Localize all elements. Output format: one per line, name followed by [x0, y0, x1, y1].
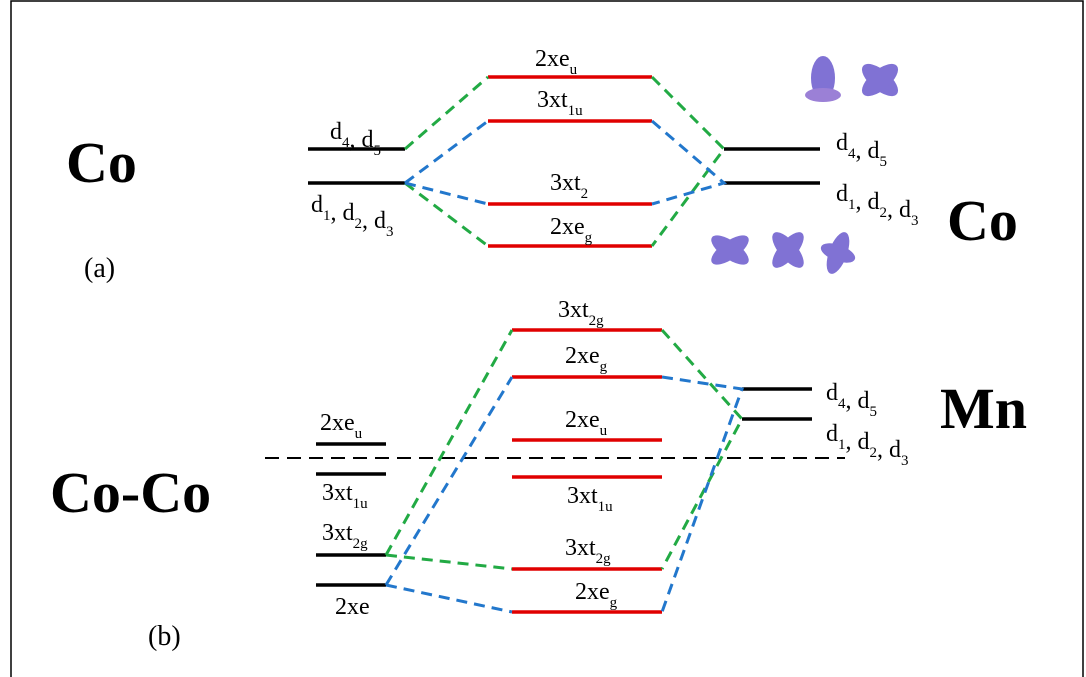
label-text: , d: [331, 200, 355, 226]
label-subscript: 5: [880, 154, 888, 170]
label-subscript: 2: [355, 216, 363, 232]
level-label: d4, d5: [836, 130, 887, 170]
label-text: , d: [887, 197, 911, 223]
orbital-icons: [707, 56, 903, 277]
label-subscript: 1u: [568, 103, 584, 119]
level-label: d1, d2, d3: [836, 181, 919, 229]
connector: [386, 377, 742, 612]
label-text: 3xt: [537, 87, 568, 113]
label-text: d: [836, 181, 848, 207]
label-subscript: 2: [870, 445, 878, 461]
label-subscript: 2g: [596, 551, 612, 567]
label-text: 3xt: [558, 297, 589, 323]
label-subscript: 5: [374, 143, 382, 159]
label-text: , d: [856, 138, 880, 164]
level-label: 2xeg: [565, 343, 608, 375]
label-text: 2xe: [565, 407, 600, 433]
label-subscript: 1: [838, 437, 846, 453]
element-label: (b): [148, 621, 181, 652]
label-text: d: [330, 119, 342, 145]
label-subscript: 2: [581, 186, 589, 202]
label-text: 2xe: [550, 214, 585, 240]
element-label: Co: [947, 188, 1018, 253]
label-subscript: g: [585, 230, 593, 246]
label-subscript: 1: [323, 208, 331, 224]
level-label: 2xeg: [550, 214, 593, 246]
label-text: d: [836, 130, 848, 156]
element-label: (a): [84, 253, 115, 284]
level-label: 2xe: [335, 594, 370, 620]
level-label: d1, d2, d3: [826, 421, 909, 469]
label-text: , d: [846, 388, 870, 414]
element-label: Co-Co: [50, 460, 211, 525]
label-subscript: 1u: [353, 496, 369, 512]
label-text: 3xt: [565, 535, 596, 561]
level-label: 2xeu: [535, 46, 578, 78]
label-subscript: 2g: [589, 313, 605, 329]
label-text: d: [826, 421, 838, 447]
label-subscript: 3: [911, 213, 919, 229]
level-label: 3xt1u: [322, 480, 368, 512]
label-text: , d: [877, 437, 901, 463]
level-label: 3xt1u: [567, 483, 613, 515]
label-subscript: 1: [848, 197, 856, 213]
label-text: 2xe: [320, 410, 355, 436]
connector: [386, 330, 742, 569]
level-label: 2xeu: [320, 410, 363, 442]
level-label: d1, d2, d3: [311, 192, 394, 240]
element-label: Co: [66, 130, 137, 195]
level-label: 3xt2g: [322, 520, 368, 552]
level-label: 2xeg: [575, 579, 618, 611]
label-text: 3xt: [322, 520, 353, 546]
label-subscript: g: [600, 359, 608, 375]
label-text: 3xt: [550, 170, 581, 196]
label-text: d: [311, 192, 323, 218]
label-subscript: 2: [880, 205, 888, 221]
panel-b-lines: [265, 330, 845, 612]
level-label: d4, d5: [826, 380, 877, 420]
label-subscript: 1u: [598, 499, 614, 515]
level-label: d4, d5: [330, 119, 381, 159]
level-label: 2xeu: [565, 407, 608, 439]
label-subscript: u: [355, 426, 363, 442]
label-subscript: 5: [870, 404, 878, 420]
label-text: , d: [846, 429, 870, 455]
label-text: 3xt: [567, 483, 598, 509]
label-subscript: 3: [901, 453, 909, 469]
label-text: 2xe: [575, 579, 610, 605]
level-label: 3xt1u: [537, 87, 583, 119]
level-label: 3xt2g: [558, 297, 604, 329]
level-label: 3xt2: [550, 170, 588, 202]
label-text: 2xe: [535, 46, 570, 72]
label-text: d: [826, 380, 838, 406]
label-subscript: u: [570, 62, 578, 78]
diagram: Co(a)Cod4, d5d1, d2, d3d4, d5d1, d2, d32…: [0, 0, 1086, 677]
label-text: 3xt: [322, 480, 353, 506]
label-text: , d: [362, 208, 386, 234]
label-subscript: g: [610, 595, 618, 611]
element-label: Mn: [940, 376, 1027, 441]
label-text: , d: [856, 189, 880, 215]
label-text: , d: [350, 127, 374, 153]
label-subscript: 3: [386, 224, 394, 240]
label-text: 2xe: [565, 343, 600, 369]
level-label: 3xt2g: [565, 535, 611, 567]
label-subscript: 2g: [353, 536, 369, 552]
label-text: 2xe: [335, 594, 370, 620]
label-subscript: u: [600, 423, 608, 439]
